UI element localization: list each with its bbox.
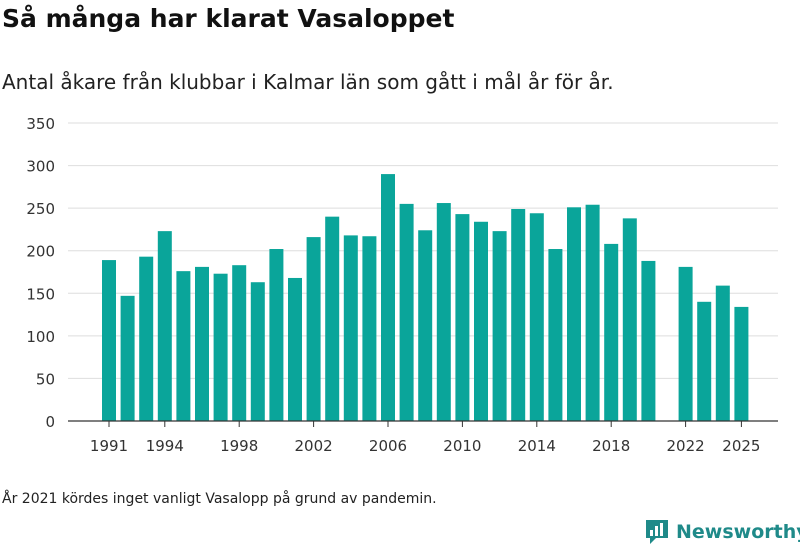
x-tick-label: 2022 (667, 437, 705, 455)
bar-1997 (213, 273, 228, 421)
y-tick-label: 250 (26, 200, 55, 218)
y-tick-label: 300 (26, 158, 55, 176)
x-tick-label: 1991 (90, 437, 128, 455)
x-axis-ticks: 1991 1994 1998 2002 2006 2010 2014 2018 2022 2025 (90, 421, 760, 455)
brand-name: Newsworthy (676, 521, 800, 543)
bar-2000 (269, 249, 284, 421)
bar-2014 (529, 213, 544, 421)
x-tick-label: 1994 (146, 437, 184, 455)
bar-2004 (343, 235, 358, 421)
bar-2011 (474, 221, 488, 421)
bar-2022 (678, 266, 693, 421)
bar-2025 (734, 306, 749, 421)
bar-2017 (585, 204, 600, 421)
bar-2023 (697, 301, 712, 421)
bar-1998 (232, 265, 247, 421)
bar-2001 (288, 277, 302, 421)
bar-2015 (548, 249, 563, 421)
x-tick-label: 2002 (295, 437, 333, 455)
x-tick-label: 2010 (443, 437, 481, 455)
bar-1992 (120, 295, 135, 421)
bar-chart: 0 50 100 150 200 250 300 350 1991 1994 1998 2002 20… (26, 115, 778, 455)
bar-2012 (492, 231, 507, 421)
bar-2006 (381, 174, 395, 421)
y-tick-label: 50 (36, 370, 55, 388)
bar-1991 (102, 260, 116, 421)
x-tick-label: 2018 (592, 437, 630, 455)
bar-1993 (139, 256, 154, 421)
x-tick-label: 2006 (369, 437, 407, 455)
y-tick-label: 0 (45, 413, 55, 431)
bar-2013 (511, 208, 526, 421)
y-tick-label: 100 (26, 328, 55, 346)
y-tick-label: 350 (26, 115, 55, 133)
bar-2005 (362, 236, 377, 421)
bar-1994 (157, 231, 172, 421)
footnote: År 2021 kördes inget vanligt Vasalopp på… (2, 491, 437, 507)
newsworthy-logo-icon (646, 520, 668, 544)
bar-2019 (622, 218, 637, 421)
bar-2010 (455, 214, 470, 421)
chart-subtitle: Antal åkare från klubbar i Kalmar län so… (2, 70, 614, 94)
bar-2008 (418, 230, 433, 421)
bar-2002 (306, 237, 321, 421)
bar-2018 (604, 243, 619, 421)
y-axis-ticks: 0 50 100 150 200 250 300 350 (26, 115, 55, 431)
x-tick-label: 2014 (518, 437, 556, 455)
x-tick-label: 2025 (722, 437, 760, 455)
y-tick-label: 200 (26, 243, 55, 261)
bar-2009 (436, 203, 451, 421)
bar-2007 (399, 203, 414, 421)
x-tick-label: 1998 (220, 437, 258, 455)
chart-title: Så många har klarat Vasaloppet (2, 4, 455, 33)
bar-2024 (715, 285, 730, 421)
newsworthy-brand[interactable]: Newsworthy (644, 518, 800, 546)
bar-2020 (641, 260, 656, 421)
y-tick-label: 150 (26, 285, 55, 303)
bar-2003 (325, 216, 340, 421)
bar-1999 (250, 282, 265, 421)
bars (102, 174, 749, 421)
bar-1995 (176, 271, 191, 421)
bar-2016 (567, 207, 581, 421)
bar-1996 (195, 266, 209, 421)
